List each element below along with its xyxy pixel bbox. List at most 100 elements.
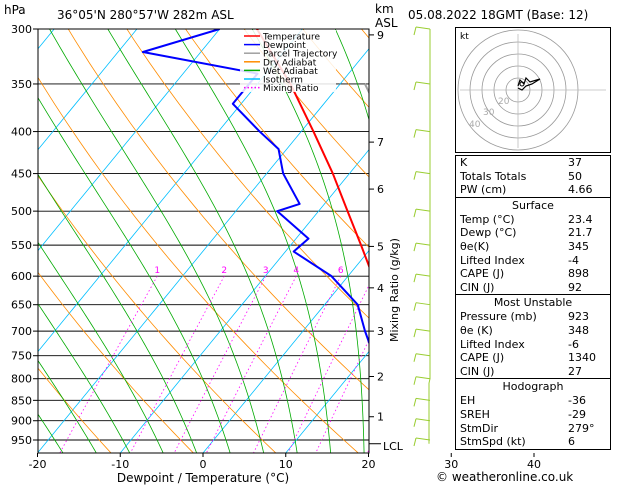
hodograph: kt 20 30 40 <box>455 27 611 153</box>
mixing-ratio-label: 3 <box>263 266 269 276</box>
altitude-tick-label: 7 <box>377 136 384 149</box>
hodograph-row: StmSpd (kt) 6 <box>460 435 575 449</box>
km-label: km <box>375 2 394 16</box>
altitude-tick-label: 6 <box>377 183 384 196</box>
wind-barb <box>415 437 431 441</box>
mixing-ratio-label: 8 <box>371 266 377 276</box>
hodograph-table-title: Hodograph <box>502 380 564 394</box>
wind-barb-flag <box>413 129 417 138</box>
most-unstable-row: θe (K) 348 <box>460 323 589 337</box>
legend-entry: Parcel Trajectory <box>263 50 338 60</box>
hodograph-trace <box>517 76 541 91</box>
wet-adiabat <box>38 413 64 453</box>
wind-barb-flag <box>413 171 417 180</box>
temperature-tick-label: 20 <box>362 458 376 471</box>
wind-barb <box>415 208 431 212</box>
most-unstable-row: CIN (J) 27 <box>460 364 582 378</box>
dry-adiabat <box>67 29 369 391</box>
altitude-tick-label: 5 <box>377 240 384 253</box>
mixing-ratio-line <box>129 275 225 453</box>
mixing-ratio-line <box>59 275 158 453</box>
most-unstable-table: Most Unstable Pressure (mb) 923 θe (K) 348… <box>455 295 611 380</box>
wind-barb <box>415 302 431 306</box>
altitude-tick-label: 1 <box>377 411 384 424</box>
asl-label: ASL <box>375 16 398 30</box>
temperature-tick-label: 10 <box>279 458 293 471</box>
wet-adiabat <box>334 29 369 122</box>
wind-barb-flag <box>413 302 417 311</box>
wet-adiabat <box>38 173 198 453</box>
surface-row: θe(K) 345 <box>460 239 589 253</box>
legend-entry: Mixing Ratio <box>263 84 319 94</box>
most-unstable-row: CAPE (J) 1340 <box>460 351 596 365</box>
wet-adiabat <box>38 359 97 453</box>
hpa-label: hPa <box>4 3 26 17</box>
wind-barb-flag <box>413 243 417 252</box>
mixing-ratio-label: 15 <box>443 266 454 276</box>
temperature-tick-label: 40 <box>527 458 541 471</box>
wind-barb-flag <box>413 274 417 283</box>
indices-table: K 37 Totals Totals 50 PW (cm) 4.66 <box>455 155 611 198</box>
isotherm <box>38 29 303 353</box>
mixing-ratio-line <box>173 275 267 453</box>
wet-adiabat <box>107 29 298 453</box>
isotherm <box>612 29 629 458</box>
wind-barb-flag <box>413 418 417 427</box>
lcl-label: LCL <box>383 440 404 453</box>
storm-motion-marker <box>519 81 525 87</box>
temperature-tick-label: 30 <box>444 458 458 471</box>
isotherm <box>38 29 138 151</box>
altitude-tick-label: 9 <box>377 29 384 42</box>
dry-adiabat <box>185 29 369 248</box>
mixing-ratio-line <box>287 284 369 453</box>
pressure-tick-label: 350 <box>11 78 32 91</box>
hodograph-plot: kt 20 30 40 <box>457 29 606 151</box>
index-row: PW (cm) 4.66 <box>460 183 593 197</box>
altitude-tick-label: 2 <box>377 370 384 383</box>
wind-barb <box>415 129 431 133</box>
pressure-tick-label: 700 <box>11 325 32 338</box>
isotherm <box>285 350 369 453</box>
pressure-tick-label: 600 <box>11 270 32 283</box>
pressure-tick-label: 300 <box>11 23 32 36</box>
mixing-ratio-line <box>253 275 342 453</box>
pressure-tick-label: 950 <box>11 434 32 447</box>
most-unstable-row: Pressure (mb) 923 <box>460 310 589 324</box>
index-row: Totals Totals 50 <box>460 169 582 183</box>
isotherm <box>119 149 369 453</box>
pressure-tick-label: 800 <box>11 373 32 386</box>
sounding-datetime: 05.08.2022 18GMT (Base: 12) <box>408 8 588 22</box>
wind-barb <box>415 242 431 246</box>
surface-row: Lifted Index -4 <box>460 253 579 267</box>
pressure-tick-label: 750 <box>11 350 32 363</box>
mixing-ratio-axis-label: Mixing Ratio (g/kg) <box>388 238 401 342</box>
wind-barb-flag <box>413 81 417 91</box>
hodograph-row: StmDir 279° <box>460 421 595 435</box>
hodo-ring-label-30: 30 <box>483 108 495 118</box>
wet-adiabat <box>38 303 131 453</box>
stability-tables: K 37 Totals Totals 50 PW (cm) 4.66 Surface … <box>455 155 611 450</box>
hodograph-row: SREH -29 <box>460 407 586 421</box>
altitude-tick-label: 4 <box>377 282 384 295</box>
legend-entry: Wet Adiabat <box>263 67 318 77</box>
wet-adiabat <box>251 29 365 453</box>
mixing-ratio-label: 6 <box>338 266 344 276</box>
wind-barb-flag <box>413 26 417 36</box>
legend-background <box>240 30 336 92</box>
wind-barb-flag <box>413 376 417 385</box>
dry-adiabat <box>126 29 369 319</box>
isotherm <box>38 48 369 453</box>
most-unstable-row: Lifted Index -6 <box>460 337 579 351</box>
mixing-ratio-label: 1 <box>154 266 160 276</box>
dry-adiabat <box>38 271 194 453</box>
temperature-tick-label: 0 <box>200 458 207 471</box>
wind-barbs <box>413 26 431 447</box>
wind-barb <box>415 418 431 422</box>
mixing-ratio-line <box>367 448 369 453</box>
dewpoint-line <box>141 29 369 346</box>
wet-adiabat <box>49 29 265 453</box>
temperature-tick-label: -20 <box>29 458 47 471</box>
temperature-line <box>256 29 369 269</box>
